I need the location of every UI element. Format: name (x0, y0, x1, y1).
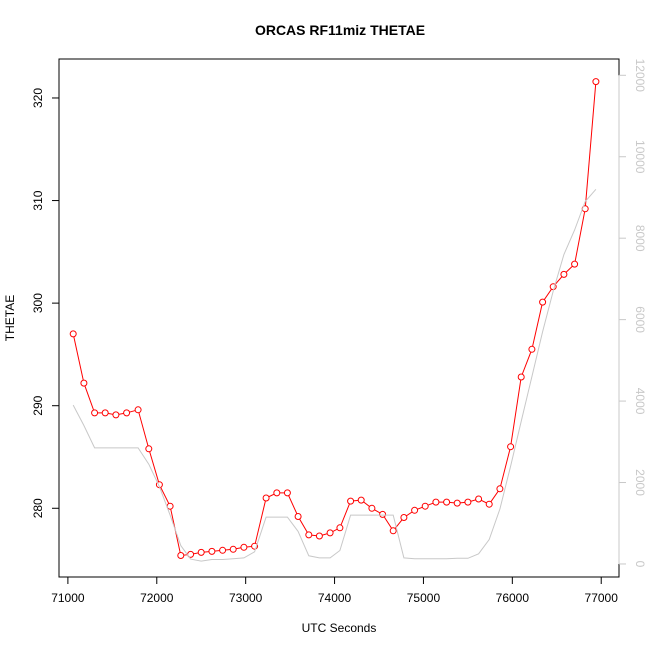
y-axis-label: THETAE (3, 295, 17, 341)
series-layer (69, 78, 600, 562)
data-point (453, 499, 461, 507)
data-point (123, 409, 131, 417)
x-tick-label: 71000 (51, 591, 85, 605)
data-point (400, 514, 408, 521)
data-point (485, 500, 493, 508)
data-point (305, 531, 313, 539)
data-point (443, 498, 451, 506)
data-point (315, 532, 323, 540)
plot-frame (58, 58, 620, 578)
data-point (283, 489, 291, 497)
x-tick-label: 76000 (496, 591, 530, 605)
data-point (592, 78, 600, 86)
data-point (411, 506, 419, 514)
data-point (528, 345, 536, 353)
chart-title: ORCAS RF11miz THETAE (255, 22, 425, 38)
y2-tick-label: 0 (633, 561, 647, 568)
y2-tick-label: 2000 (633, 469, 647, 496)
data-point (69, 330, 77, 338)
y-axis-left: 280 290 300 310 320 (31, 88, 60, 518)
data-point (517, 373, 525, 381)
data-point (112, 411, 120, 419)
data-point (496, 485, 504, 493)
x-axis: 71000 72000 73000 74000 75000 76000 77000 (51, 576, 619, 605)
y2-tick-label: 10000 (633, 140, 647, 174)
data-point (368, 504, 376, 512)
data-point (80, 379, 88, 387)
y-tick-label: 310 (31, 190, 45, 210)
data-point (273, 489, 281, 497)
y-tick-label: 280 (31, 498, 45, 518)
x-tick-label: 72000 (140, 591, 174, 605)
data-point (336, 524, 344, 532)
data-point (432, 498, 440, 506)
data-point (475, 495, 483, 503)
data-point (208, 547, 216, 555)
data-point (262, 494, 270, 502)
data-point (134, 406, 142, 414)
data-point (421, 502, 429, 510)
data-point (571, 260, 579, 268)
y-tick-label: 300 (31, 293, 45, 313)
data-point (101, 409, 109, 417)
data-point (219, 546, 227, 554)
y-tick-label: 290 (31, 395, 45, 415)
data-point (326, 529, 334, 537)
series-right-line (72, 188, 597, 562)
y-axis-right: 0 2000 4000 6000 8000 10000 12000 (618, 59, 647, 568)
data-point (357, 496, 365, 504)
data-point (507, 443, 515, 451)
data-point (347, 497, 355, 505)
data-point (464, 498, 472, 506)
data-point (294, 513, 302, 520)
y2-tick-label: 6000 (633, 306, 647, 333)
series-left-line (72, 81, 597, 557)
y2-tick-label: 8000 (633, 225, 647, 252)
data-point (379, 510, 387, 518)
data-point (177, 552, 185, 559)
data-point (197, 548, 205, 556)
data-point (389, 527, 397, 535)
data-point (145, 445, 153, 453)
y2-tick-label: 12000 (633, 59, 647, 93)
data-point (539, 298, 547, 306)
data-point (229, 545, 237, 553)
y-tick-label: 320 (31, 88, 45, 108)
data-point (240, 543, 248, 551)
data-point (91, 409, 99, 417)
x-tick-label: 77000 (585, 591, 619, 605)
data-point (560, 270, 568, 278)
y2-tick-label: 4000 (633, 388, 647, 415)
x-tick-label: 73000 (229, 591, 263, 605)
x-axis-label: UTC Seconds (302, 621, 377, 635)
x-tick-label: 74000 (318, 591, 352, 605)
x-tick-label: 75000 (407, 591, 441, 605)
